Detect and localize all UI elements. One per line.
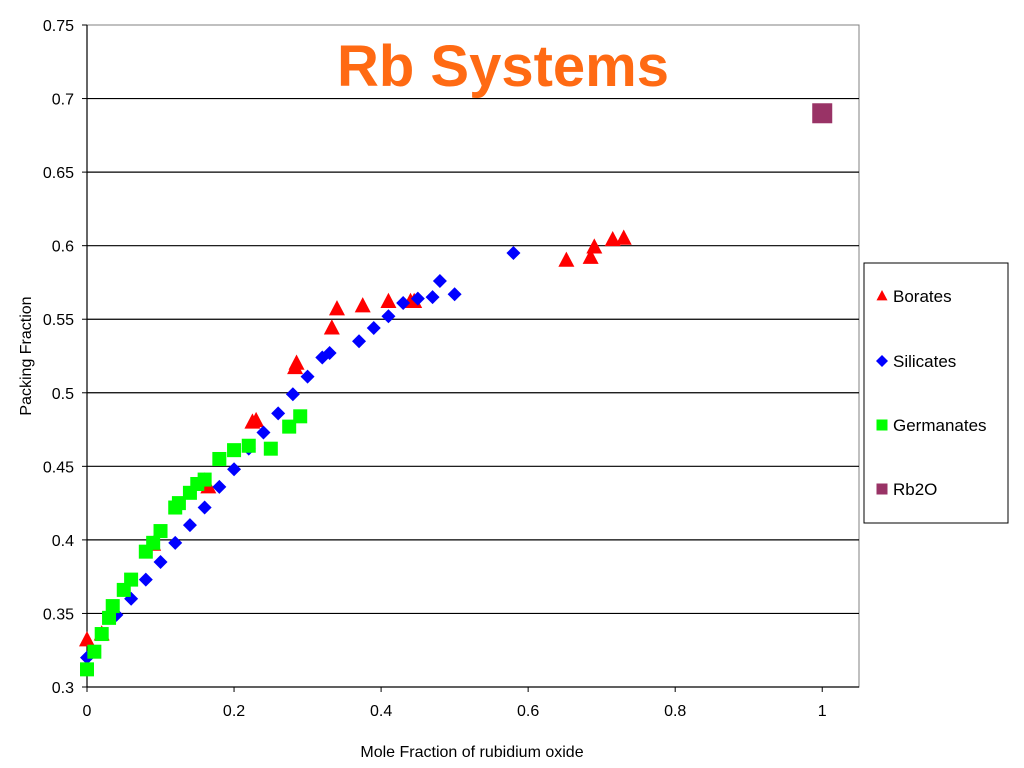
legend-item-germanates: Germanates	[876, 416, 987, 435]
silicates-point	[410, 291, 425, 306]
series-germanates	[80, 409, 308, 677]
x-tick-label: 0.8	[664, 703, 686, 720]
borates-point	[323, 319, 340, 335]
borates-point	[604, 230, 621, 247]
y-tick-label: 0.65	[43, 165, 74, 182]
germanates-point	[241, 438, 256, 453]
germanates-point	[146, 535, 161, 550]
germanates-point	[263, 441, 278, 456]
legend: Borates Silicates Germanates Rb2O	[863, 262, 1009, 524]
legend-label: Borates	[893, 287, 952, 306]
silicates-point	[425, 290, 440, 305]
legend-label: Silicates	[893, 352, 956, 371]
legend-item-borates: Borates	[876, 287, 952, 306]
germanates-point	[94, 627, 109, 642]
rb2o-point	[812, 103, 833, 124]
germanates-point	[153, 524, 168, 539]
legend-item-rb2o: Rb2O	[876, 480, 937, 499]
borates-point	[328, 300, 345, 316]
germanates-point	[87, 644, 102, 659]
borates-point	[586, 238, 603, 254]
germanates-point	[171, 496, 186, 511]
silicates-point	[212, 479, 227, 494]
y-axis: 0.3 0.35 0.4 0.45 0.5 0.55 0.6 0.65 0.7 0.75	[43, 18, 88, 697]
legend-label: Rb2O	[893, 480, 937, 499]
silicates-point	[506, 246, 521, 261]
x-tick-label: 1	[818, 703, 827, 720]
silicates-point	[256, 425, 271, 440]
germanates-point	[105, 599, 120, 614]
y-tick-label: 0.35	[43, 606, 74, 623]
x-tick-label: 0.4	[370, 703, 392, 720]
legend-marker	[876, 355, 888, 367]
silicates-point	[138, 572, 153, 587]
series-rb2o	[812, 103, 833, 124]
borates-point	[582, 248, 599, 264]
germanates-point	[124, 572, 139, 587]
germanates-point	[80, 662, 94, 677]
y-tick-label: 0.3	[52, 680, 74, 697]
borates-point	[354, 297, 371, 313]
data-points	[79, 103, 833, 677]
borates-point	[558, 251, 575, 267]
borates-point	[248, 411, 265, 428]
silicates-point	[300, 369, 315, 384]
germanates-point	[227, 443, 242, 458]
x-tick-label: 0.2	[223, 703, 245, 720]
y-tick-label: 0.7	[52, 92, 74, 109]
silicates-point	[153, 554, 168, 569]
silicates-point	[352, 334, 367, 349]
germanates-point	[197, 472, 212, 487]
germanates-point	[212, 451, 227, 466]
silicates-point	[197, 500, 212, 515]
y-tick-label: 0.75	[43, 18, 74, 35]
silicates-point	[322, 346, 337, 361]
y-tick-label: 0.4	[52, 533, 74, 550]
silicates-point	[227, 462, 242, 477]
legend-marker	[876, 289, 888, 301]
legend-items: Borates Silicates Germanates Rb2O	[876, 287, 987, 499]
y-tick-label: 0.55	[43, 312, 74, 329]
silicates-point	[182, 518, 197, 533]
silicates-point	[432, 273, 447, 288]
x-tick-label: 0.6	[517, 703, 539, 720]
y-tick-label: 0.5	[52, 386, 74, 403]
y-axis-title: Packing Fraction	[18, 296, 35, 415]
germanates-point	[282, 419, 297, 434]
silicates-point	[447, 287, 462, 302]
silicates-point	[271, 406, 286, 421]
legend-marker	[876, 483, 888, 495]
legend-item-silicates: Silicates	[876, 352, 956, 371]
silicates-point	[168, 535, 183, 550]
silicates-point	[396, 296, 411, 311]
plot-area	[86, 24, 860, 688]
gridlines	[87, 97, 859, 615]
x-axis: 0 0.2 0.4 0.6 0.8 1	[83, 686, 859, 720]
y-tick-label: 0.45	[43, 459, 74, 476]
silicates-point	[381, 309, 396, 324]
x-axis-title: Mole Fraction of rubidium oxide	[360, 744, 583, 761]
borates-point	[288, 354, 305, 370]
legend-marker	[876, 419, 888, 431]
y-tick-label: 0.6	[52, 239, 74, 256]
legend-label: Germanates	[893, 416, 987, 435]
silicates-point	[285, 387, 300, 402]
borates-point	[79, 631, 95, 647]
germanates-point	[293, 409, 308, 424]
silicates-point	[366, 321, 381, 336]
x-tick-label: 0	[83, 703, 92, 720]
borates-point	[380, 292, 397, 308]
germanates-point	[102, 610, 117, 625]
borates-point	[615, 229, 632, 245]
legend-box	[863, 262, 1009, 524]
chart-title: Rb Systems	[337, 34, 669, 99]
